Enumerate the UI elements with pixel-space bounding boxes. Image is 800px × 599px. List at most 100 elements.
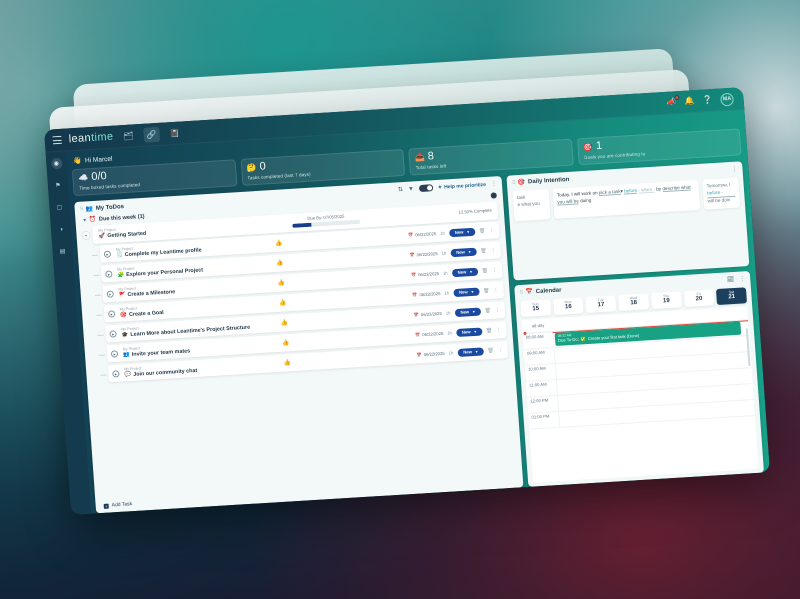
collapse-icon[interactable]: ▾ <box>81 230 91 241</box>
delete-icon[interactable]: 🗑 <box>485 327 493 334</box>
delete-icon[interactable]: 🗑 <box>484 307 492 314</box>
drag-handle-icon[interactable]: ⠿ <box>519 289 523 296</box>
status-badge[interactable]: New ▼ <box>451 267 478 277</box>
delete-icon[interactable]: 🗑 <box>480 247 487 254</box>
intention-prefix: Today, I will work on <box>556 190 598 198</box>
task-hours: 1h <box>445 310 451 316</box>
row-menu-icon[interactable]: ⋮ <box>493 286 499 294</box>
drag-handle-icon[interactable]: ⠿ <box>79 206 83 213</box>
filter-icon[interactable]: ▼ <box>407 185 415 193</box>
status-label: New <box>461 329 471 335</box>
day-number: 15 <box>532 305 540 313</box>
sidebar-item-time[interactable]: ◑ <box>59 226 64 233</box>
thumbs-up-icon[interactable]: 👍 <box>277 280 286 287</box>
target-icon: 🎯 <box>120 311 128 319</box>
stat-card-goals[interactable]: 🎯 1 Goals you are contributing to <box>576 128 742 166</box>
help-me-prioritize-button[interactable]: ✦ Help me prioritize <box>438 181 486 190</box>
topbar-right-actions: 📣 🔔 ❔ MA <box>666 92 736 109</box>
status-badge[interactable]: New ▼ <box>448 227 476 237</box>
milestone-percent: 12.50% Complete <box>458 207 492 215</box>
sidebar-item-dashboard[interactable]: ◉ <box>50 157 63 170</box>
row-menu-icon[interactable]: ⋮ <box>496 326 502 334</box>
menu-icon[interactable] <box>52 135 63 145</box>
task-status-icon[interactable]: ▸ <box>103 249 112 258</box>
pick-a-task-field[interactable]: pick a task <box>598 188 621 197</box>
widget-menu-icon[interactable]: ⋮ <box>490 181 497 188</box>
thumbs-up-icon[interactable]: 👍 <box>276 260 284 267</box>
status-badge[interactable]: New ▼ <box>454 307 481 317</box>
add-task-label: Add Task <box>111 501 133 509</box>
book-icon[interactable]: 📓 <box>169 128 180 138</box>
row-menu-icon[interactable]: ⋮ <box>494 306 501 314</box>
status-badge[interactable]: New ▼ <box>457 346 484 357</box>
stat-card-tasks-left[interactable]: 📥 8 Total tasks left <box>408 138 574 176</box>
sidebar-item-reports[interactable]: ▤ <box>59 248 66 256</box>
task-date: 06/22/2025 <box>419 290 441 298</box>
calendar-day-fri[interactable]: Fri 20 <box>683 289 715 307</box>
drag-handle-icon[interactable]: ⠿ <box>511 179 515 186</box>
avatar[interactable]: MA <box>720 92 734 106</box>
status-badge[interactable]: New ▼ <box>449 247 477 257</box>
thumbs-up-icon[interactable]: 👍 <box>280 320 289 327</box>
chevron-down-icon[interactable]: ▾ <box>83 217 87 224</box>
day-number: 21 <box>728 293 736 301</box>
task-status-icon[interactable]: ▸ <box>109 329 117 338</box>
row-menu-icon[interactable]: ⋮ <box>489 227 495 234</box>
briefcase-icon[interactable]: 🗂 <box>123 130 134 141</box>
thumbs-up-icon[interactable]: 👍 <box>274 240 283 247</box>
calendar-day-mon[interactable]: Mon 16 <box>552 297 584 315</box>
greeting-text: Hi Marcel <box>84 155 113 164</box>
task-status-icon[interactable]: ▸ <box>105 269 113 278</box>
before-label[interactable]: before <box>623 187 638 195</box>
delete-icon[interactable]: 🗑 <box>487 347 494 354</box>
delete-icon[interactable]: 🗑 <box>481 267 489 274</box>
intention-card-tomorrow[interactable]: Tomorrow, I before - will be doin <box>702 177 741 210</box>
help-icon[interactable]: ❔ <box>702 94 713 105</box>
calendar-day-sat[interactable]: Sat 21 <box>716 287 748 305</box>
chevron-down-icon: ▼ <box>474 349 479 354</box>
view-toggle[interactable] <box>418 184 434 193</box>
calendar-day-wed[interactable]: Wed 18 <box>618 293 650 311</box>
calendar-icon: 📅 <box>407 232 414 238</box>
row-menu-icon[interactable]: ⋮ <box>497 346 503 354</box>
stat-card-timeboxed[interactable]: ☁️ 0/0 Time boxed tasks completed <box>71 159 237 197</box>
megaphone-icon[interactable]: 📣 <box>666 95 680 107</box>
intention-card-today[interactable]: Today, I will work on pick a task▾ befor… <box>552 180 701 219</box>
sort-icon[interactable]: ⇅ <box>397 187 404 194</box>
when-field[interactable]: - when - <box>638 186 656 194</box>
task-status-icon[interactable]: ▸ <box>110 349 119 358</box>
thumbs-up-icon[interactable]: 👍 <box>278 300 287 307</box>
task-status-icon[interactable]: ▸ <box>107 309 116 318</box>
calendar-settings-icon[interactable]: 🗓 <box>726 276 735 284</box>
notification-badge <box>674 95 680 101</box>
stat-card-completed[interactable]: 🤔 0 Tasks completed (last 7 days) <box>240 148 406 186</box>
status-badge[interactable]: New ▼ <box>452 287 480 297</box>
calendar-day-tue[interactable]: Tue 17 <box>585 295 617 313</box>
sidebar-item-boards[interactable]: ▢ <box>56 204 63 212</box>
task-status-icon[interactable]: ▸ <box>106 289 114 298</box>
widget-menu-icon[interactable]: ⋮ <box>739 276 745 283</box>
thumbs-up-icon[interactable]: 👍 <box>283 360 292 367</box>
thumbs-up-icon[interactable]: 👍 <box>281 340 290 347</box>
intention-card-previous[interactable]: task e what you <box>512 189 551 221</box>
task-hours: 1h <box>442 270 448 276</box>
sidebar-item-projects[interactable]: ⚑ <box>55 182 61 190</box>
task-date: 06/22/2025 <box>417 271 440 278</box>
daily-intention-widget: ⠿ 🎯 Daily Intention ⋮ task e what you <box>506 161 750 281</box>
link-icon[interactable]: 🔗 <box>142 126 160 143</box>
calendar-day-thu[interactable]: Thu 19 <box>650 291 682 309</box>
thinking-face-icon: 🤔 <box>246 162 257 173</box>
row-menu-icon[interactable]: ⋮ <box>491 266 498 274</box>
group-options-icon[interactable] <box>490 192 497 199</box>
app-logo[interactable]: leantime <box>68 131 114 146</box>
delete-icon[interactable]: 🗑 <box>482 287 490 294</box>
bell-icon[interactable]: 🔔 <box>684 96 695 106</box>
slot-time: 08:00 AM <box>525 333 544 340</box>
widget-menu-icon[interactable]: ⋮ <box>731 166 737 173</box>
calendar-day-sun[interactable]: Sun 15 <box>520 299 552 317</box>
row-menu-icon[interactable]: ⋮ <box>490 247 496 254</box>
status-badge[interactable]: New ▼ <box>455 326 483 337</box>
delete-icon[interactable]: 🗑 <box>478 227 486 234</box>
task-hours: 1h <box>447 330 453 336</box>
task-status-icon[interactable]: ▸ <box>112 369 120 378</box>
